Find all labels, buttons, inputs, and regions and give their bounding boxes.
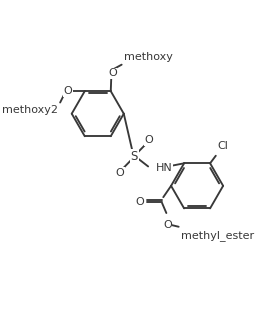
Text: O: O (108, 68, 117, 78)
Text: O: O (163, 220, 172, 230)
Text: methoxy: methoxy (124, 52, 173, 62)
Text: S: S (131, 150, 138, 163)
Text: O: O (64, 86, 73, 96)
Text: O: O (135, 197, 144, 207)
Text: methyl_ester: methyl_ester (182, 230, 255, 241)
Text: O: O (116, 167, 124, 178)
Text: methoxy2: methoxy2 (2, 105, 58, 115)
Text: Cl: Cl (218, 141, 229, 151)
Text: O: O (144, 135, 153, 145)
Text: HN: HN (156, 163, 173, 173)
